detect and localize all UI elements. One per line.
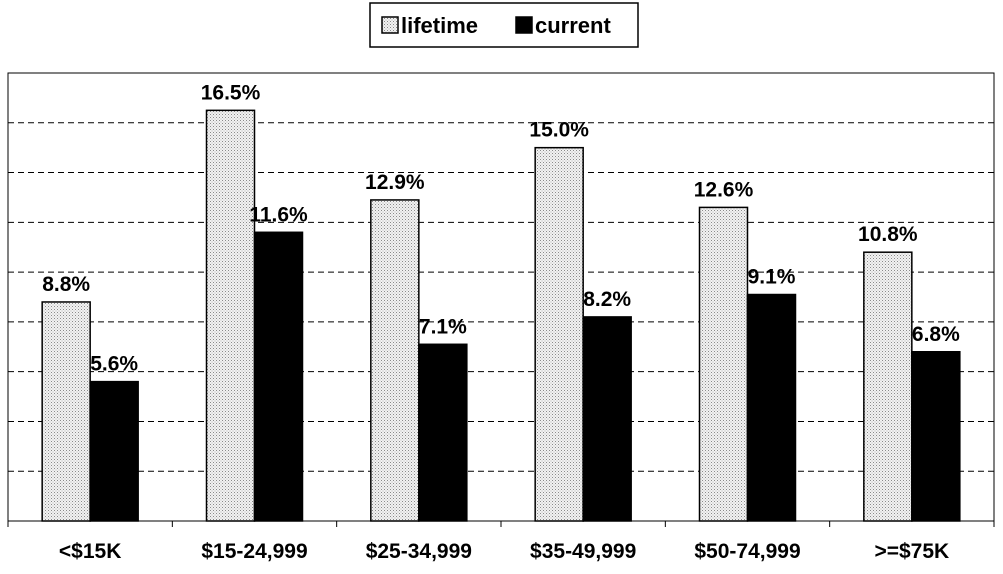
- data-label-lifetime: 12.9%: [365, 171, 425, 194]
- bar-lifetime: [205, 109, 256, 522]
- legend-swatch-lifetime: [381, 16, 399, 34]
- legend-swatch-current: [515, 16, 533, 34]
- bar-current: [253, 231, 304, 522]
- legend-label-lifetime: lifetime: [401, 13, 478, 38]
- data-label-lifetime: 16.5%: [201, 81, 261, 104]
- gridlines: [8, 122, 994, 472]
- bar-lifetime: [370, 199, 420, 522]
- legend-box: [369, 2, 639, 48]
- x-axis-labels: <$15K $15-24,999 $25-34,999 $35-49,999 $50-7…: [59, 540, 949, 563]
- bar-current: [582, 316, 632, 522]
- data-label-lifetime: 8.8%: [42, 273, 90, 296]
- bar-current: [746, 293, 797, 522]
- bar-current: [911, 351, 961, 522]
- data-label-current: 5.6%: [90, 353, 138, 376]
- x-axis-ticks: [7, 521, 995, 527]
- data-label-current: 6.8%: [912, 323, 960, 346]
- bar-current: [89, 380, 139, 522]
- data-label-lifetime: 15.0%: [529, 119, 589, 142]
- x-tick-label: <$15K: [59, 540, 121, 563]
- bar-lifetime: [41, 301, 91, 522]
- x-tick-label: $50-74,999: [694, 540, 800, 563]
- data-label-current: 9.1%: [748, 266, 796, 289]
- plot-area: [7, 72, 995, 522]
- legend: lifetime current: [369, 2, 639, 48]
- data-label-lifetime: 10.8%: [858, 223, 918, 246]
- bar-lifetime: [534, 146, 584, 522]
- data-label-lifetime: 12.6%: [694, 178, 754, 201]
- bar-lifetime: [698, 206, 749, 522]
- x-tick-label: >=$75K: [874, 540, 949, 563]
- x-tick-label: $15-24,999: [201, 540, 307, 563]
- legend-label-current: current: [535, 13, 611, 38]
- data-label-current: 11.6%: [249, 203, 308, 226]
- bars: [41, 109, 961, 522]
- x-tick-label: $35-49,999: [530, 540, 636, 563]
- x-tick-label: $25-34,999: [366, 540, 472, 563]
- data-label-current: 8.2%: [583, 288, 631, 311]
- bar-current: [418, 343, 468, 522]
- data-labels: 8.8% 5.6% 16.5% 11.6% 12.9% 7.1% 15.0% 8.2% 12.6…: [42, 81, 960, 375]
- bar-lifetime: [863, 251, 913, 522]
- data-label-current: 7.1%: [419, 315, 467, 338]
